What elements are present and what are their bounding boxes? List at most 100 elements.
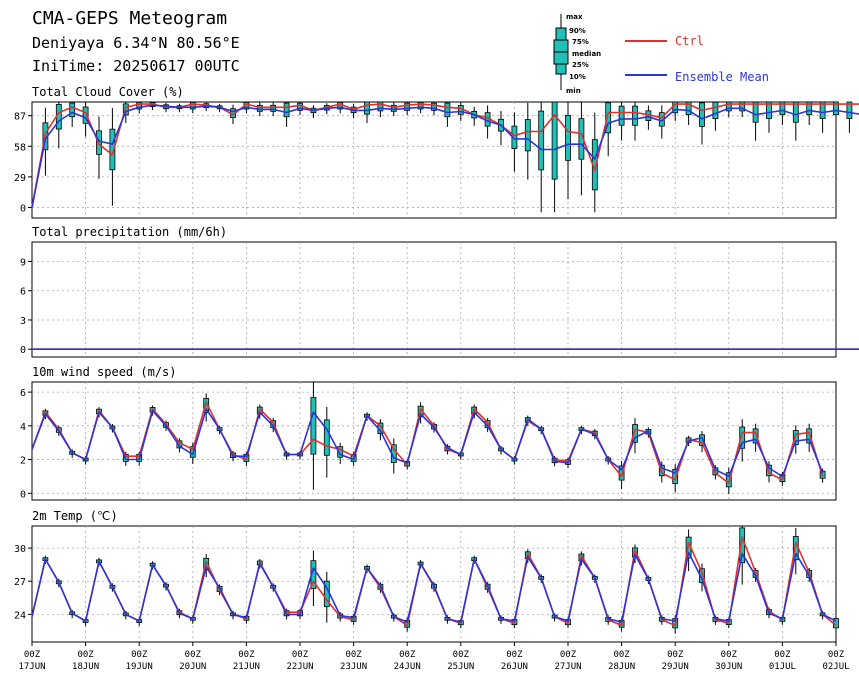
x-tick-hour-label: 00Z xyxy=(131,650,148,660)
panel-cloud-cover: 0 29 58 87 Total Cloud Cover (%) xyxy=(14,85,859,219)
spread-box xyxy=(819,101,826,119)
spread-box xyxy=(310,397,317,455)
y-tick-label: 0 xyxy=(20,345,26,356)
spread-box xyxy=(632,424,638,443)
x-tick-hour-label: 00Z xyxy=(399,650,416,660)
panel-frame xyxy=(31,381,837,501)
x-tick-hour-label: 00Z xyxy=(721,650,738,660)
x-tick-date-label: 30JUN xyxy=(715,662,742,672)
panel-temperature: 24 27 30 2m Temp (℃) xyxy=(14,509,839,643)
x-tick-date-label: 17JUN xyxy=(18,662,45,672)
spread-box xyxy=(846,101,853,119)
spread-box xyxy=(82,106,89,124)
x-tick-hour-label: 00Z xyxy=(828,650,845,660)
x-tick-hour-label: 00Z xyxy=(77,650,94,660)
spread-box xyxy=(685,101,692,116)
spread-box xyxy=(752,428,759,444)
panel-precipitation: 0 3 6 9 Total precipitation (mm/6h) xyxy=(20,225,859,358)
panel-frame xyxy=(31,525,837,643)
x-tick-date-label: 02JUL xyxy=(822,662,849,672)
chart-title: CMA-GEPS Meteogram xyxy=(32,8,227,29)
legend-box-label: 75% xyxy=(572,38,589,46)
spread-box xyxy=(444,102,451,118)
panel-title-wind-speed: 10m wind speed (m/s) xyxy=(32,365,177,379)
x-tick-hour-label: 00Z xyxy=(506,650,523,660)
panel-title-temperature: 2m Temp (℃) xyxy=(32,509,118,523)
location-label: Deniyaya 6.34°N 80.56°E xyxy=(32,34,240,52)
x-tick-date-label: 01JUL xyxy=(769,662,796,672)
x-tick-hour-label: 00Z xyxy=(238,650,255,660)
y-tick-label: 9 xyxy=(20,257,26,268)
spread-box xyxy=(725,101,732,112)
spread-box xyxy=(364,101,370,115)
x-tick-date-label: 22JUN xyxy=(286,662,313,672)
spread-box xyxy=(699,102,705,127)
spread-box xyxy=(565,114,571,161)
spread-box xyxy=(806,428,813,444)
y-tick-label: 0 xyxy=(20,489,26,500)
spread-box xyxy=(417,101,424,110)
x-tick-date-label: 29JUN xyxy=(662,662,689,672)
legend: max 90% 75% median 25% 10% min Ctrl Ense… xyxy=(553,13,769,95)
spread-box xyxy=(725,472,732,488)
y-tick-label: 30 xyxy=(14,544,26,555)
spread-box xyxy=(323,419,330,456)
ensemble-mean-line-wind-speed xyxy=(31,408,824,478)
y-tick-label: 4 xyxy=(20,422,26,433)
spread-box xyxy=(618,105,625,126)
legend-box-label: max xyxy=(566,13,583,21)
spread-box xyxy=(632,105,638,126)
legend-boxplot-icon xyxy=(553,14,569,90)
x-tick-date-label: 25JUN xyxy=(447,662,474,672)
y-tick-label: 3 xyxy=(20,316,26,327)
legend-ctrl-label: Ctrl xyxy=(675,34,704,48)
ctrl-line-cloud-cover xyxy=(31,103,859,208)
panel-title-precipitation: Total precipitation (mm/6h) xyxy=(32,225,227,239)
spread-box xyxy=(524,119,531,152)
y-tick-label: 0 xyxy=(20,203,26,214)
y-tick-label: 24 xyxy=(14,610,26,621)
spread-box xyxy=(605,102,612,134)
spread-box xyxy=(283,102,290,118)
init-time-label: IniTime: 20250617 00UTC xyxy=(32,57,240,75)
spread-box xyxy=(337,446,344,458)
x-tick-date-label: 24JUN xyxy=(394,662,421,672)
y-tick-label: 2 xyxy=(20,456,26,467)
x-tick-hour-label: 00Z xyxy=(774,650,791,660)
y-tick-label: 6 xyxy=(20,388,26,399)
spread-box xyxy=(390,104,397,112)
panels: 0 29 58 87 Total Cloud Cover (%) 0 3 6 9 Total pr… xyxy=(14,85,859,643)
x-tick-hour-label: 00Z xyxy=(667,650,684,660)
spread-box xyxy=(377,101,384,112)
panel-frame xyxy=(31,241,837,358)
legend-box-label: 25% xyxy=(572,61,589,69)
x-tick-hour-label: 00Z xyxy=(292,650,309,660)
spread-box xyxy=(538,110,545,171)
spread-box xyxy=(136,101,143,110)
spread-box xyxy=(431,102,437,111)
y-tick-label: 27 xyxy=(14,577,26,588)
spread-box xyxy=(55,104,62,130)
spread-box xyxy=(551,101,558,180)
spread-box xyxy=(404,102,411,111)
x-axis: 00Z 17JUN 00Z 18JUN 00Z 19JUN 00Z 20JUN 00Z 21JUN… xyxy=(18,642,850,672)
x-tick-hour-label: 00Z xyxy=(560,650,577,660)
y-tick-label: 58 xyxy=(14,142,26,153)
spread-box xyxy=(712,101,719,120)
ensemble-mean-line-precipitation xyxy=(32,348,859,351)
spread-box xyxy=(189,101,196,110)
legend-mean-label: Ensemble Mean xyxy=(675,70,769,84)
x-tick-date-label: 23JUN xyxy=(340,662,367,672)
spread-box xyxy=(109,128,116,171)
x-tick-hour-label: 00Z xyxy=(613,650,630,660)
spread-box xyxy=(270,104,277,112)
legend-box-label: median xyxy=(572,50,601,58)
legend-box-label: min xyxy=(566,87,581,95)
spread-box xyxy=(752,101,759,123)
ctrl-line-precipitation xyxy=(32,348,859,351)
x-tick-date-label: 20JUN xyxy=(179,662,206,672)
y-tick-label: 6 xyxy=(20,287,26,298)
spread-box xyxy=(792,430,799,446)
legend-box-label: 10% xyxy=(569,73,586,81)
